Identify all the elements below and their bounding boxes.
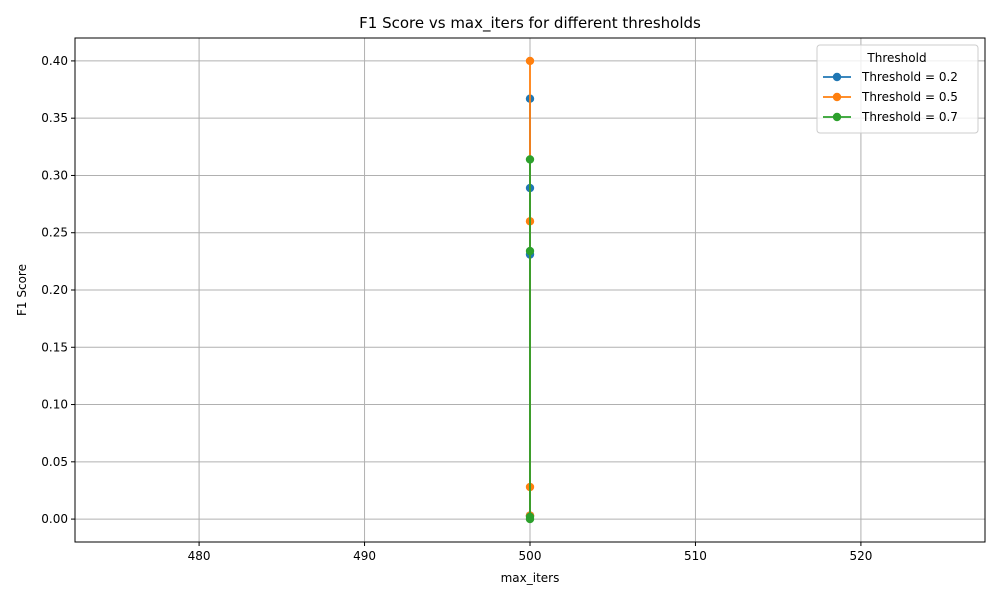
y-tick-label: 0.15 bbox=[41, 340, 68, 354]
legend-items: Threshold = 0.2 Threshold = 0.5 Threshold … bbox=[823, 70, 958, 124]
plot-lines bbox=[525, 56, 535, 524]
legend-label: Threshold = 0.5 bbox=[861, 90, 958, 104]
y-tick-label: 0.20 bbox=[41, 283, 68, 297]
legend: Threshold Threshold = 0.2 Threshold = 0.5… bbox=[816, 44, 979, 134]
data-point bbox=[525, 246, 535, 256]
data-point bbox=[525, 512, 535, 521]
legend-marker bbox=[832, 112, 842, 122]
series-3 bbox=[525, 155, 535, 524]
legend-box bbox=[816, 44, 979, 134]
x-axis-ticks: 480 490 500 510 520 bbox=[188, 542, 872, 563]
x-tick-label: 520 bbox=[849, 549, 872, 563]
legend-marker bbox=[832, 92, 842, 102]
legend-marker bbox=[832, 72, 842, 82]
y-tick-label: 0.40 bbox=[41, 54, 68, 68]
x-tick-label: 490 bbox=[353, 549, 376, 563]
data-point bbox=[525, 155, 535, 164]
legend-item: Threshold = 0.5 bbox=[823, 90, 958, 104]
legend-item: Threshold = 0.2 bbox=[823, 70, 958, 84]
y-axis-ticks: 0.00 0.05 0.10 0.15 0.20 0.25 0.30 0.35 0.40 bbox=[41, 54, 75, 526]
y-tick-label: 0.10 bbox=[41, 398, 68, 412]
y-tick-label: 0.30 bbox=[41, 168, 68, 182]
legend-item: Threshold = 0.7 bbox=[823, 110, 958, 124]
y-tick-label: 0.25 bbox=[41, 226, 68, 240]
y-axis-label: F1 Score bbox=[15, 264, 29, 316]
x-tick-label: 480 bbox=[188, 549, 211, 563]
y-tick-label: 0.35 bbox=[41, 111, 68, 125]
chart-title: F1 Score vs max_iters for different thre… bbox=[359, 14, 701, 33]
data-point bbox=[525, 56, 535, 66]
legend-label: Threshold = 0.2 bbox=[861, 70, 958, 84]
y-tick-label: 0.00 bbox=[41, 512, 68, 526]
y-tick-label: 0.05 bbox=[41, 455, 68, 469]
x-tick-label: 500 bbox=[519, 549, 542, 563]
legend-label: Threshold = 0.7 bbox=[861, 110, 958, 124]
legend-title: Threshold bbox=[866, 51, 926, 65]
x-axis-label: max_iters bbox=[501, 571, 560, 585]
x-tick-label: 510 bbox=[684, 549, 707, 563]
